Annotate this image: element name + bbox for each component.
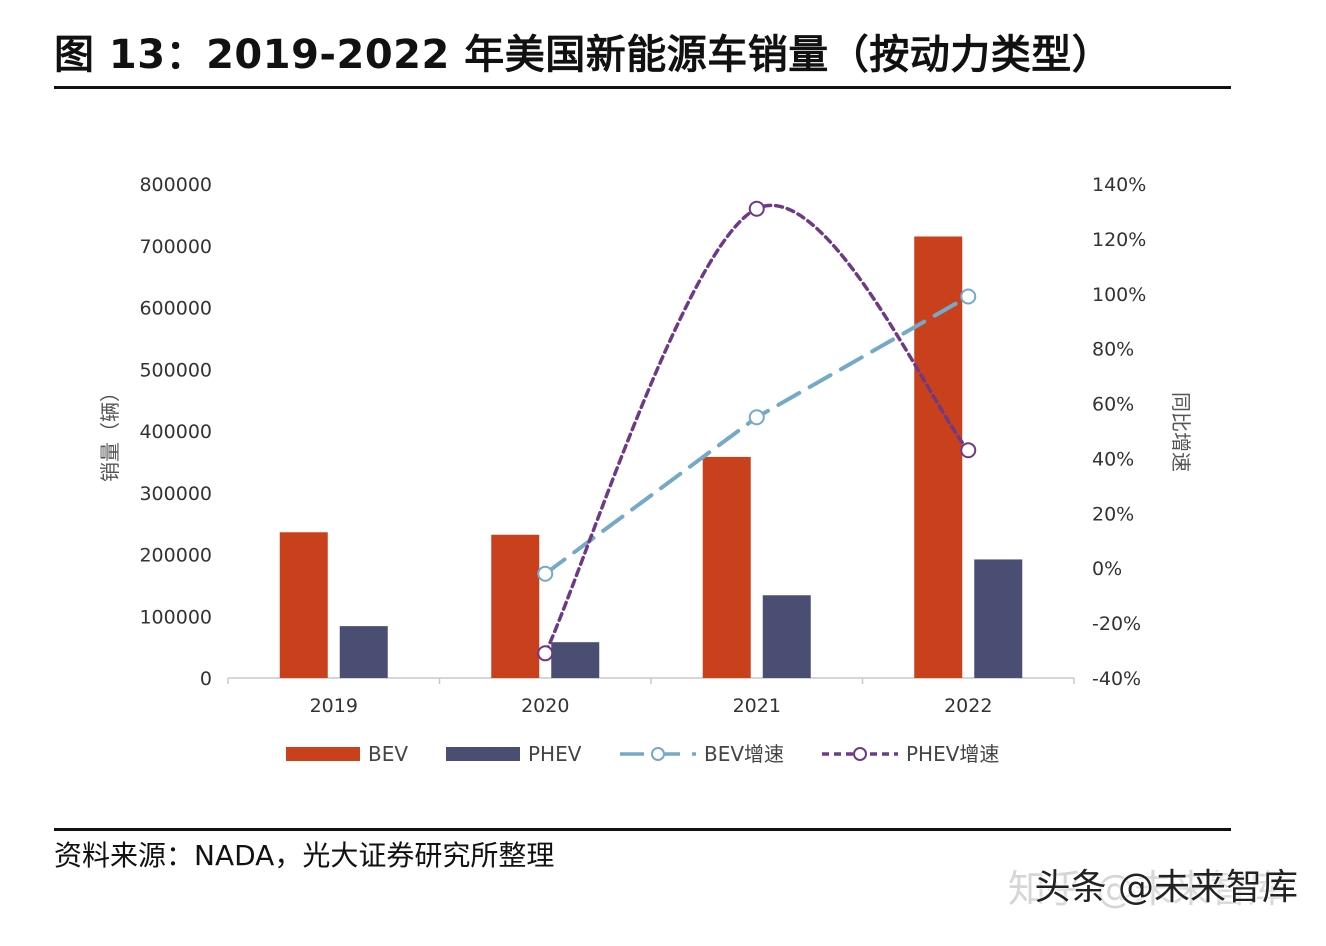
- growth-lines: [537, 200, 977, 662]
- bars: [279, 236, 1023, 679]
- legend-label: PHEV增速: [906, 742, 999, 766]
- y-tick-label: 700000: [139, 236, 212, 258]
- line-PHEV增速: [543, 203, 970, 656]
- legend-swatch-phev: [446, 747, 520, 761]
- x-tick-label: 2022: [944, 695, 992, 717]
- source-note: 资料来源：NADA，光大证券研究所整理: [54, 839, 555, 872]
- y2-tick-label: 60%: [1092, 394, 1134, 416]
- y2-tick-label: 120%: [1092, 229, 1146, 251]
- bar-bev-2020: [491, 534, 540, 678]
- y-tick-label: 200000: [139, 545, 212, 567]
- x-tick-label: 2020: [521, 695, 569, 717]
- watermark: 头条 @未来智库: [1034, 867, 1298, 908]
- legend-swatch-bev: [286, 747, 360, 761]
- y2-axis-title: 同比增速: [1169, 392, 1193, 472]
- y-tick-label: 800000: [139, 174, 212, 196]
- y2-tick-label: 40%: [1092, 448, 1134, 470]
- y2-tick-label: 20%: [1092, 503, 1134, 525]
- point-BEV增速: [537, 565, 554, 582]
- y-tick-label: 100000: [139, 606, 212, 628]
- y2-tick-label: 80%: [1092, 339, 1134, 361]
- y2-tick-label: 0%: [1092, 558, 1122, 580]
- axes: [227, 677, 1075, 684]
- legend-marker: [853, 747, 867, 761]
- source-rule: [54, 828, 1231, 831]
- bar-phev-2020: [551, 642, 600, 678]
- legend-label: BEV: [368, 742, 408, 766]
- legend: BEV PHEV BEV增速 PHEV增速: [286, 742, 999, 766]
- y-tick-label: 400000: [139, 421, 212, 443]
- title-rule: [54, 86, 1231, 89]
- point-BEV增速: [748, 409, 765, 426]
- x-tick-label: 2021: [733, 695, 781, 717]
- legend-marker: [651, 747, 665, 761]
- point-PHEV增速: [537, 645, 554, 662]
- watermark-faint: 知乎 @未来智库: [1007, 867, 1286, 911]
- point-PHEV增速: [960, 442, 977, 459]
- y-tick-label: 500000: [139, 359, 212, 381]
- point-BEV增速: [960, 288, 977, 305]
- point-PHEV增速: [748, 200, 765, 217]
- tick-labels: 800000 700000 600000 500000 400000 300000 2000…: [139, 174, 1146, 717]
- bar-bev-2021: [702, 456, 751, 678]
- y2-tick-label: -40%: [1092, 668, 1141, 690]
- y2-tick-label: 100%: [1092, 284, 1146, 306]
- line-BEV增速: [543, 294, 971, 576]
- bar-phev-2019: [339, 626, 388, 678]
- y-tick-label: 300000: [139, 483, 212, 505]
- bar-phev-2022: [974, 559, 1023, 678]
- bar-bev-2022: [914, 236, 963, 679]
- figure-title: 图 13：2019-2022 年美国新能源车销量（按动力类型）: [54, 32, 1113, 78]
- bar-phev-2021: [762, 595, 811, 678]
- y-axis-title: 销量（辆）: [98, 382, 122, 482]
- y2-tick-label: -20%: [1092, 613, 1141, 635]
- sales-chart: 800000 700000 600000 500000 400000 300000 2000…: [98, 174, 1193, 766]
- x-tick-label: 2019: [310, 695, 358, 717]
- y2-tick-label: 140%: [1092, 174, 1146, 196]
- y-tick-label: 600000: [139, 298, 212, 320]
- y-tick-label: 0: [200, 668, 212, 690]
- legend-label: BEV增速: [704, 742, 784, 766]
- legend-label: PHEV: [528, 742, 582, 766]
- bar-bev-2019: [279, 532, 328, 678]
